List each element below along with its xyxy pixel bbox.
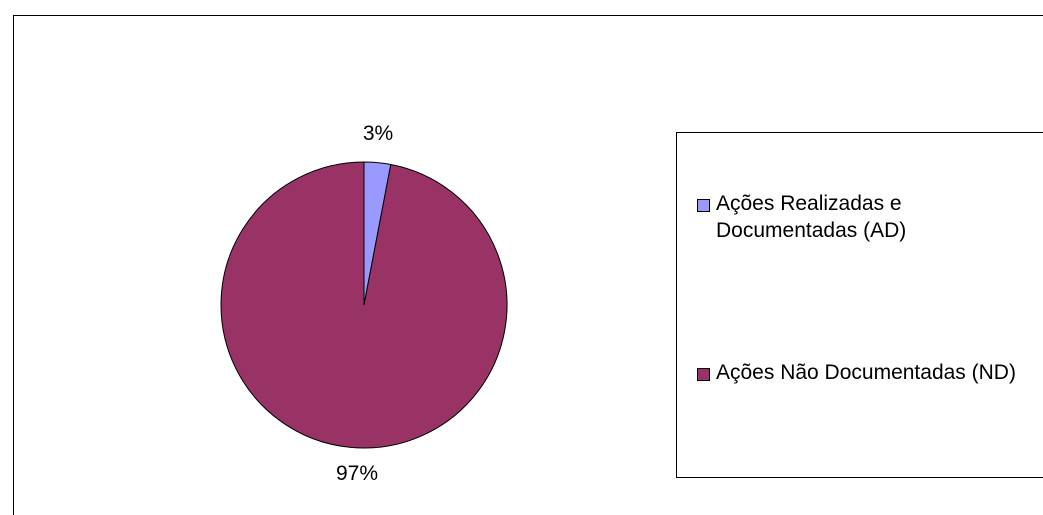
legend-label-ad: Ações Realizadas e Documentadas (AD) xyxy=(716,192,907,242)
legend-swatch-ad xyxy=(697,199,710,212)
legend-label-nd: Ações Não Documentadas (ND) xyxy=(716,361,1016,384)
pie-slice-nd xyxy=(220,161,508,449)
legend-swatch-nd xyxy=(697,368,710,381)
pie-slices xyxy=(220,161,508,449)
legend-item-ad: Ações Realizadas e Documentadas (AD) xyxy=(697,190,1043,244)
data-label-nd: 97% xyxy=(336,462,378,485)
chart-legend: Ações Realizadas e Documentadas (AD) Açõ… xyxy=(676,132,1043,478)
data-label-ad: 3% xyxy=(363,122,393,145)
legend-item-nd: Ações Não Documentadas (ND) xyxy=(697,359,1043,386)
